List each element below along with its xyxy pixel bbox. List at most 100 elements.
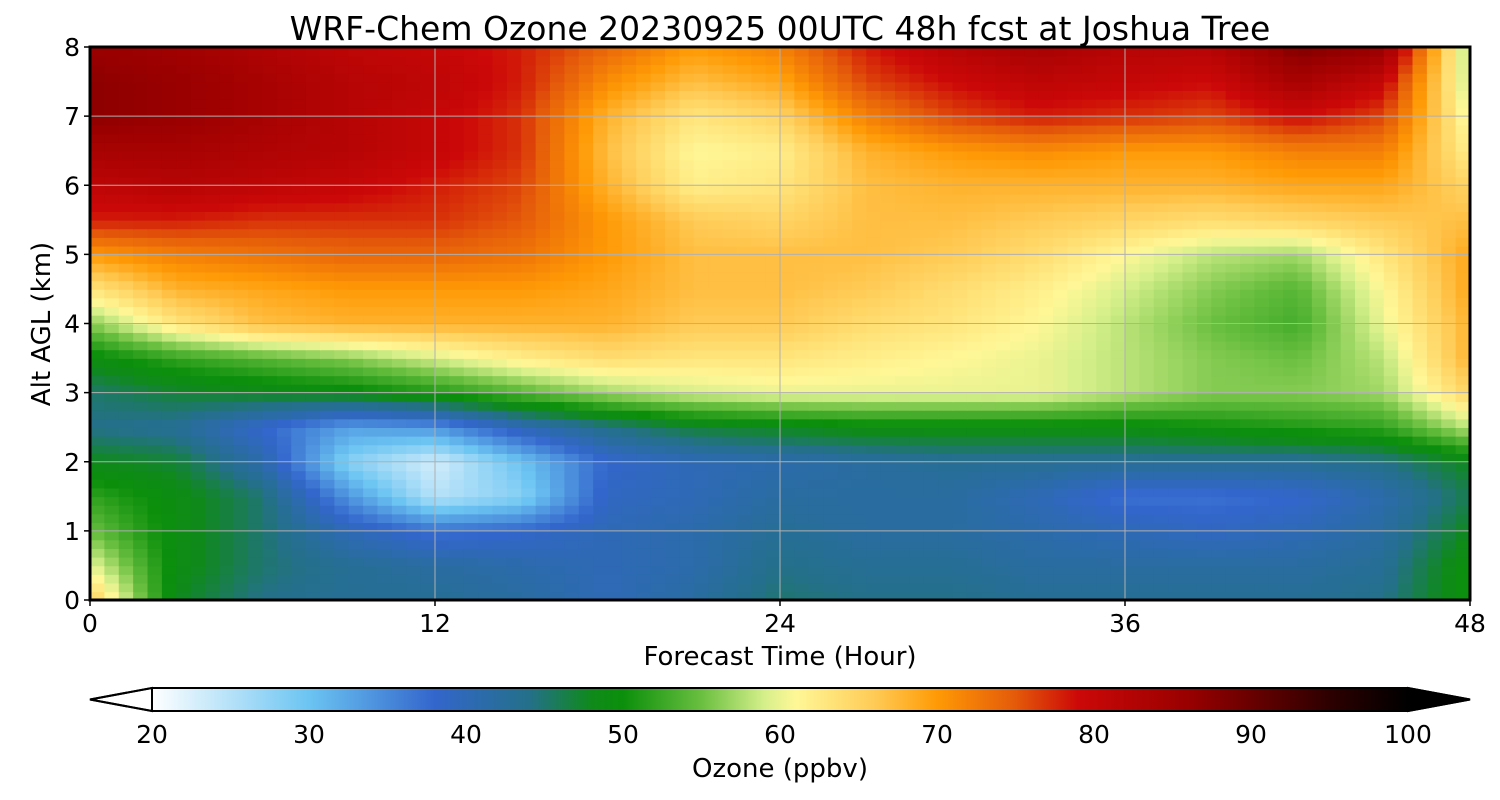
heatmap-cell bbox=[435, 401, 451, 411]
heatmap-cell bbox=[104, 409, 120, 420]
heatmap-cell bbox=[1125, 228, 1141, 238]
heatmap-cell bbox=[1254, 479, 1270, 489]
heatmap-cell bbox=[1010, 409, 1026, 420]
heatmap-cell bbox=[1010, 314, 1026, 325]
heatmap-cell bbox=[751, 504, 767, 515]
heatmap-cell bbox=[1096, 548, 1112, 558]
heatmap-cell bbox=[348, 366, 364, 377]
heatmap-cell bbox=[90, 185, 106, 195]
heatmap-cell bbox=[291, 185, 307, 195]
heatmap-cell bbox=[1412, 392, 1428, 403]
heatmap-cell bbox=[621, 150, 638, 161]
heatmap-cell bbox=[823, 358, 839, 368]
heatmap-cell bbox=[1383, 418, 1399, 428]
heatmap-cell bbox=[751, 418, 767, 428]
heatmap-cell bbox=[578, 427, 594, 437]
heatmap-cell bbox=[1110, 150, 1126, 161]
heatmap-cell bbox=[248, 401, 264, 411]
heatmap-cell bbox=[909, 237, 925, 247]
heatmap-cell bbox=[506, 159, 523, 169]
heatmap-cell bbox=[621, 228, 638, 238]
heatmap-cell bbox=[1024, 323, 1040, 333]
heatmap-cell bbox=[1225, 504, 1241, 515]
heatmap-cell bbox=[1067, 159, 1083, 169]
heatmap-cell bbox=[133, 254, 149, 264]
heatmap-cell bbox=[1283, 167, 1299, 178]
heatmap-cell bbox=[205, 219, 221, 230]
heatmap-cell bbox=[377, 202, 393, 212]
heatmap-cell bbox=[1340, 522, 1356, 532]
heatmap-cell bbox=[1398, 193, 1414, 204]
heatmap-cell bbox=[650, 444, 666, 454]
heatmap-cell bbox=[780, 591, 796, 600]
heatmap-cell bbox=[665, 444, 681, 454]
heatmap-cell bbox=[650, 228, 666, 238]
heatmap-cell bbox=[995, 288, 1011, 299]
heatmap-cell bbox=[391, 150, 408, 161]
heatmap-cell bbox=[693, 496, 709, 506]
heatmap-cell bbox=[377, 556, 393, 567]
heatmap-cell bbox=[1254, 185, 1270, 195]
heatmap-cell bbox=[147, 435, 163, 446]
heatmap-cell bbox=[981, 297, 997, 308]
heatmap-cell bbox=[607, 150, 623, 161]
heatmap-cell bbox=[550, 271, 566, 282]
heatmap-cell bbox=[1225, 211, 1241, 221]
heatmap-cell bbox=[334, 530, 350, 541]
heatmap-cell bbox=[1125, 358, 1141, 368]
heatmap-cell bbox=[276, 288, 293, 299]
heatmap-cell bbox=[636, 591, 652, 600]
heatmap-cell bbox=[420, 539, 436, 549]
heatmap-cell bbox=[1053, 461, 1069, 472]
heatmap-cell bbox=[1268, 366, 1284, 377]
heatmap-cell bbox=[118, 306, 134, 316]
heatmap-cell bbox=[1225, 375, 1241, 385]
heatmap-cell bbox=[1369, 254, 1385, 264]
heatmap-cell bbox=[1283, 574, 1299, 584]
heatmap-cell bbox=[334, 513, 350, 524]
heatmap-cell bbox=[478, 383, 494, 394]
heatmap-cell bbox=[736, 358, 753, 368]
heatmap-cell bbox=[1297, 150, 1313, 161]
heatmap-cell bbox=[1254, 409, 1270, 420]
heatmap-cell bbox=[1168, 582, 1184, 593]
heatmap-cell bbox=[205, 306, 221, 316]
heatmap-cell bbox=[334, 323, 350, 333]
heatmap-cell bbox=[1355, 288, 1371, 299]
heatmap-cell bbox=[966, 185, 983, 195]
heatmap-cell bbox=[1455, 574, 1470, 584]
heatmap-cell bbox=[607, 167, 623, 178]
heatmap-cell bbox=[118, 219, 134, 230]
heatmap-cell bbox=[1283, 176, 1299, 187]
heatmap-cell bbox=[722, 574, 738, 584]
heatmap-cell bbox=[521, 548, 537, 558]
heatmap-cell bbox=[679, 228, 695, 238]
heatmap-cell bbox=[1283, 314, 1299, 325]
heatmap-cell bbox=[564, 193, 580, 204]
heatmap-cell bbox=[1398, 254, 1414, 264]
heatmap-cell bbox=[981, 513, 997, 524]
heatmap-cell bbox=[665, 539, 681, 549]
heatmap-cell bbox=[923, 332, 939, 342]
heatmap-cell bbox=[521, 237, 537, 247]
heatmap-cell bbox=[1441, 237, 1457, 247]
heatmap-cell bbox=[765, 358, 781, 368]
heatmap-cell bbox=[1125, 263, 1141, 273]
heatmap-cell bbox=[550, 340, 566, 351]
heatmap-cell bbox=[305, 366, 321, 377]
heatmap-cell bbox=[1398, 435, 1414, 446]
heatmap-cell bbox=[636, 211, 652, 221]
heatmap-cell bbox=[665, 591, 681, 600]
heatmap-cell bbox=[1455, 314, 1470, 325]
heatmap-cell bbox=[161, 332, 178, 342]
heatmap-cell bbox=[363, 418, 379, 428]
heatmap-cell bbox=[966, 461, 983, 472]
heatmap-cell bbox=[176, 306, 192, 316]
heatmap-cell bbox=[1182, 159, 1198, 169]
heatmap-cell bbox=[233, 340, 249, 351]
heatmap-cell bbox=[420, 548, 436, 558]
heatmap-cell bbox=[794, 565, 810, 575]
heatmap-cell bbox=[161, 375, 178, 385]
heatmap-cell bbox=[1196, 176, 1213, 187]
heatmap-cell bbox=[463, 591, 479, 600]
